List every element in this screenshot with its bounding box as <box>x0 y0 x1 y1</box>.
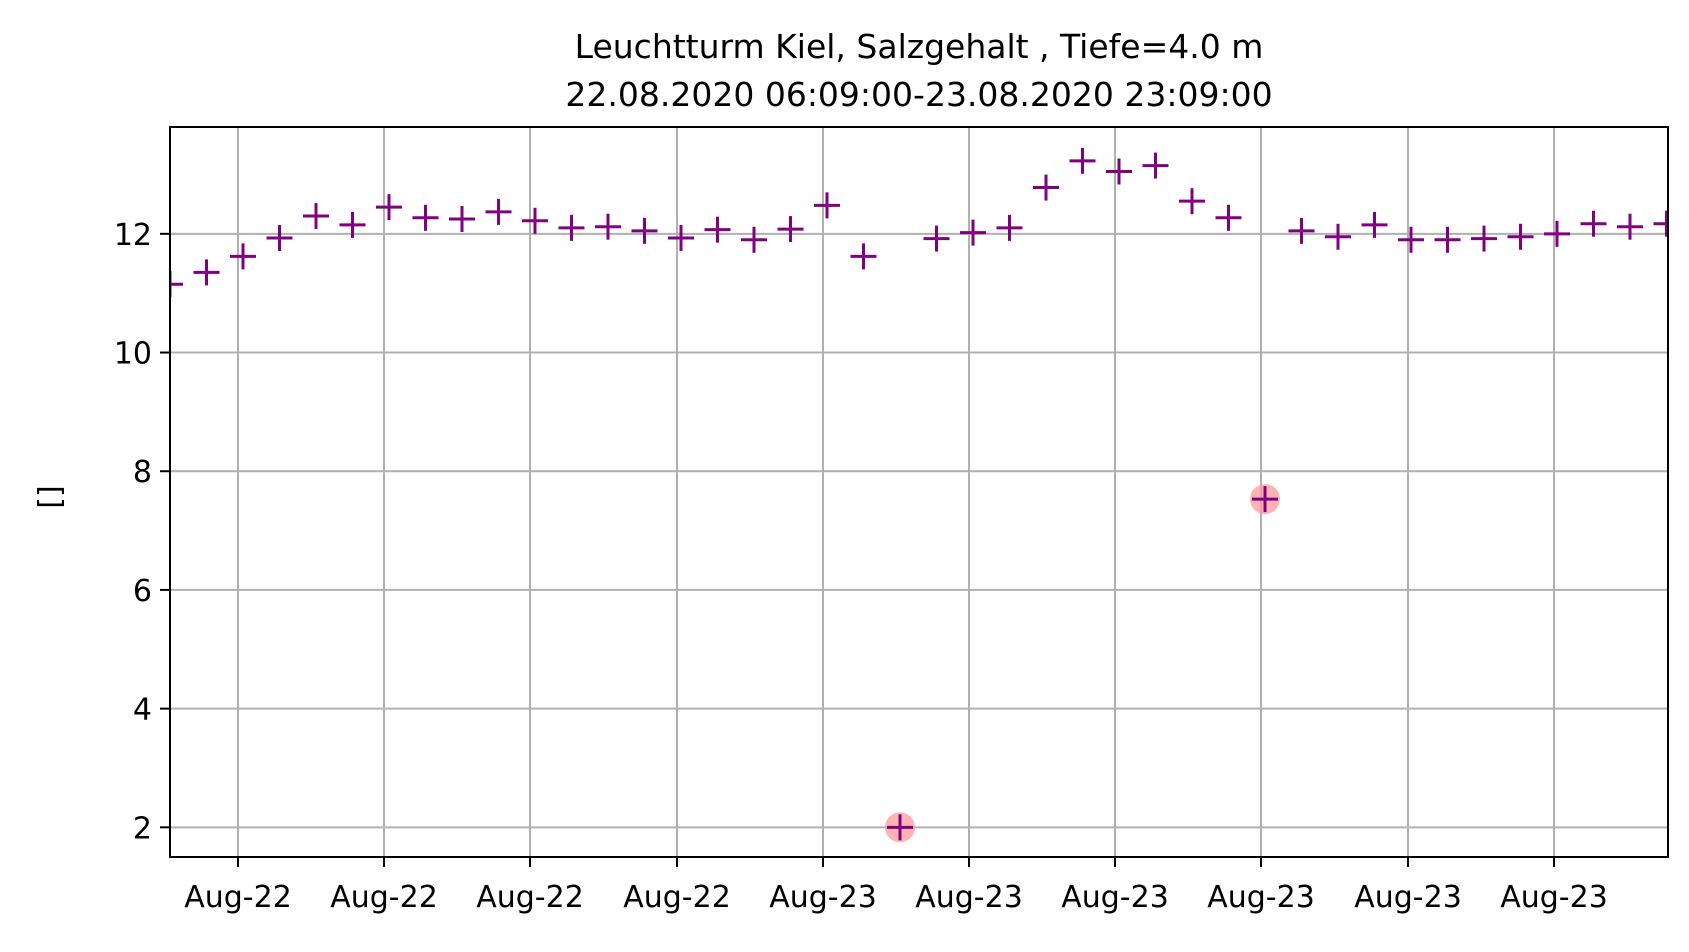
chart-subtitle: 22.08.2020 06:09:00-23.08.2020 23:09:00 <box>565 75 1272 114</box>
x-tick-label: Aug-22 <box>184 880 292 915</box>
x-tick-label: Aug-22 <box>330 880 438 915</box>
data-point <box>1325 223 1351 250</box>
data-point <box>266 224 293 251</box>
x-tick-label: Aug-23 <box>1061 880 1169 915</box>
data-point <box>1142 152 1169 179</box>
x-tick-label: Aug-23 <box>915 880 1023 915</box>
y-axis-label: [] <box>33 485 68 508</box>
data-point <box>1069 147 1096 174</box>
data-point <box>376 194 402 221</box>
x-tick-label: Aug-22 <box>476 880 584 915</box>
data-point <box>170 271 183 298</box>
data-point <box>814 192 840 219</box>
data-point <box>1252 486 1278 513</box>
data-point <box>1434 226 1461 253</box>
data-point <box>193 259 220 286</box>
data-point <box>704 216 731 243</box>
data-point <box>996 214 1023 241</box>
x-tick-label: Aug-23 <box>1354 880 1462 915</box>
data-point <box>960 219 986 246</box>
data-point <box>412 204 439 231</box>
data-point <box>1653 210 1668 237</box>
data-point <box>303 203 329 230</box>
x-tick-label: Aug-23 <box>769 880 877 915</box>
grid <box>170 127 1668 857</box>
data-point <box>850 243 877 270</box>
data-point <box>1471 225 1497 252</box>
data-point <box>1106 158 1132 185</box>
y-tick-label: 12 <box>114 218 152 253</box>
data-point <box>1398 226 1424 253</box>
chart-title: Leuchtturm Kiel, Salzgehalt , Tiefe=4.0 … <box>575 27 1264 66</box>
y-tick-label: 10 <box>114 337 152 372</box>
data-markers <box>170 147 1668 841</box>
y-tick-label: 6 <box>133 574 152 609</box>
data-point <box>777 216 804 243</box>
data-point <box>449 205 475 232</box>
y-tick-label: 8 <box>133 455 152 490</box>
data-point <box>1580 210 1607 237</box>
data-point <box>1288 217 1315 244</box>
data-point <box>595 213 621 240</box>
axis-ticks: Aug-22 Aug-22 Aug-22 Aug-22 Aug-23 Aug-23 Aug-… <box>114 218 1608 915</box>
data-point <box>339 211 366 238</box>
y-tick-label: 2 <box>133 811 152 846</box>
data-point <box>485 198 512 225</box>
data-point <box>1617 213 1643 240</box>
data-point <box>887 814 913 841</box>
x-tick-label: Aug-23 <box>1500 880 1608 915</box>
data-point <box>1544 220 1570 247</box>
data-point <box>1215 204 1242 231</box>
data-point <box>522 207 548 234</box>
data-point <box>741 226 767 253</box>
data-point <box>1179 188 1205 215</box>
y-tick-label: 4 <box>133 693 152 728</box>
plot-frame <box>169 126 1669 858</box>
data-point <box>923 225 950 252</box>
data-point <box>668 224 694 251</box>
x-tick-label: Aug-23 <box>1207 880 1315 915</box>
data-point <box>1361 211 1388 238</box>
data-point <box>1507 223 1534 250</box>
data-point <box>230 243 256 270</box>
x-tick-label: Aug-22 <box>623 880 731 915</box>
data-point <box>1033 174 1059 201</box>
data-point <box>631 217 658 244</box>
data-point <box>558 214 585 241</box>
